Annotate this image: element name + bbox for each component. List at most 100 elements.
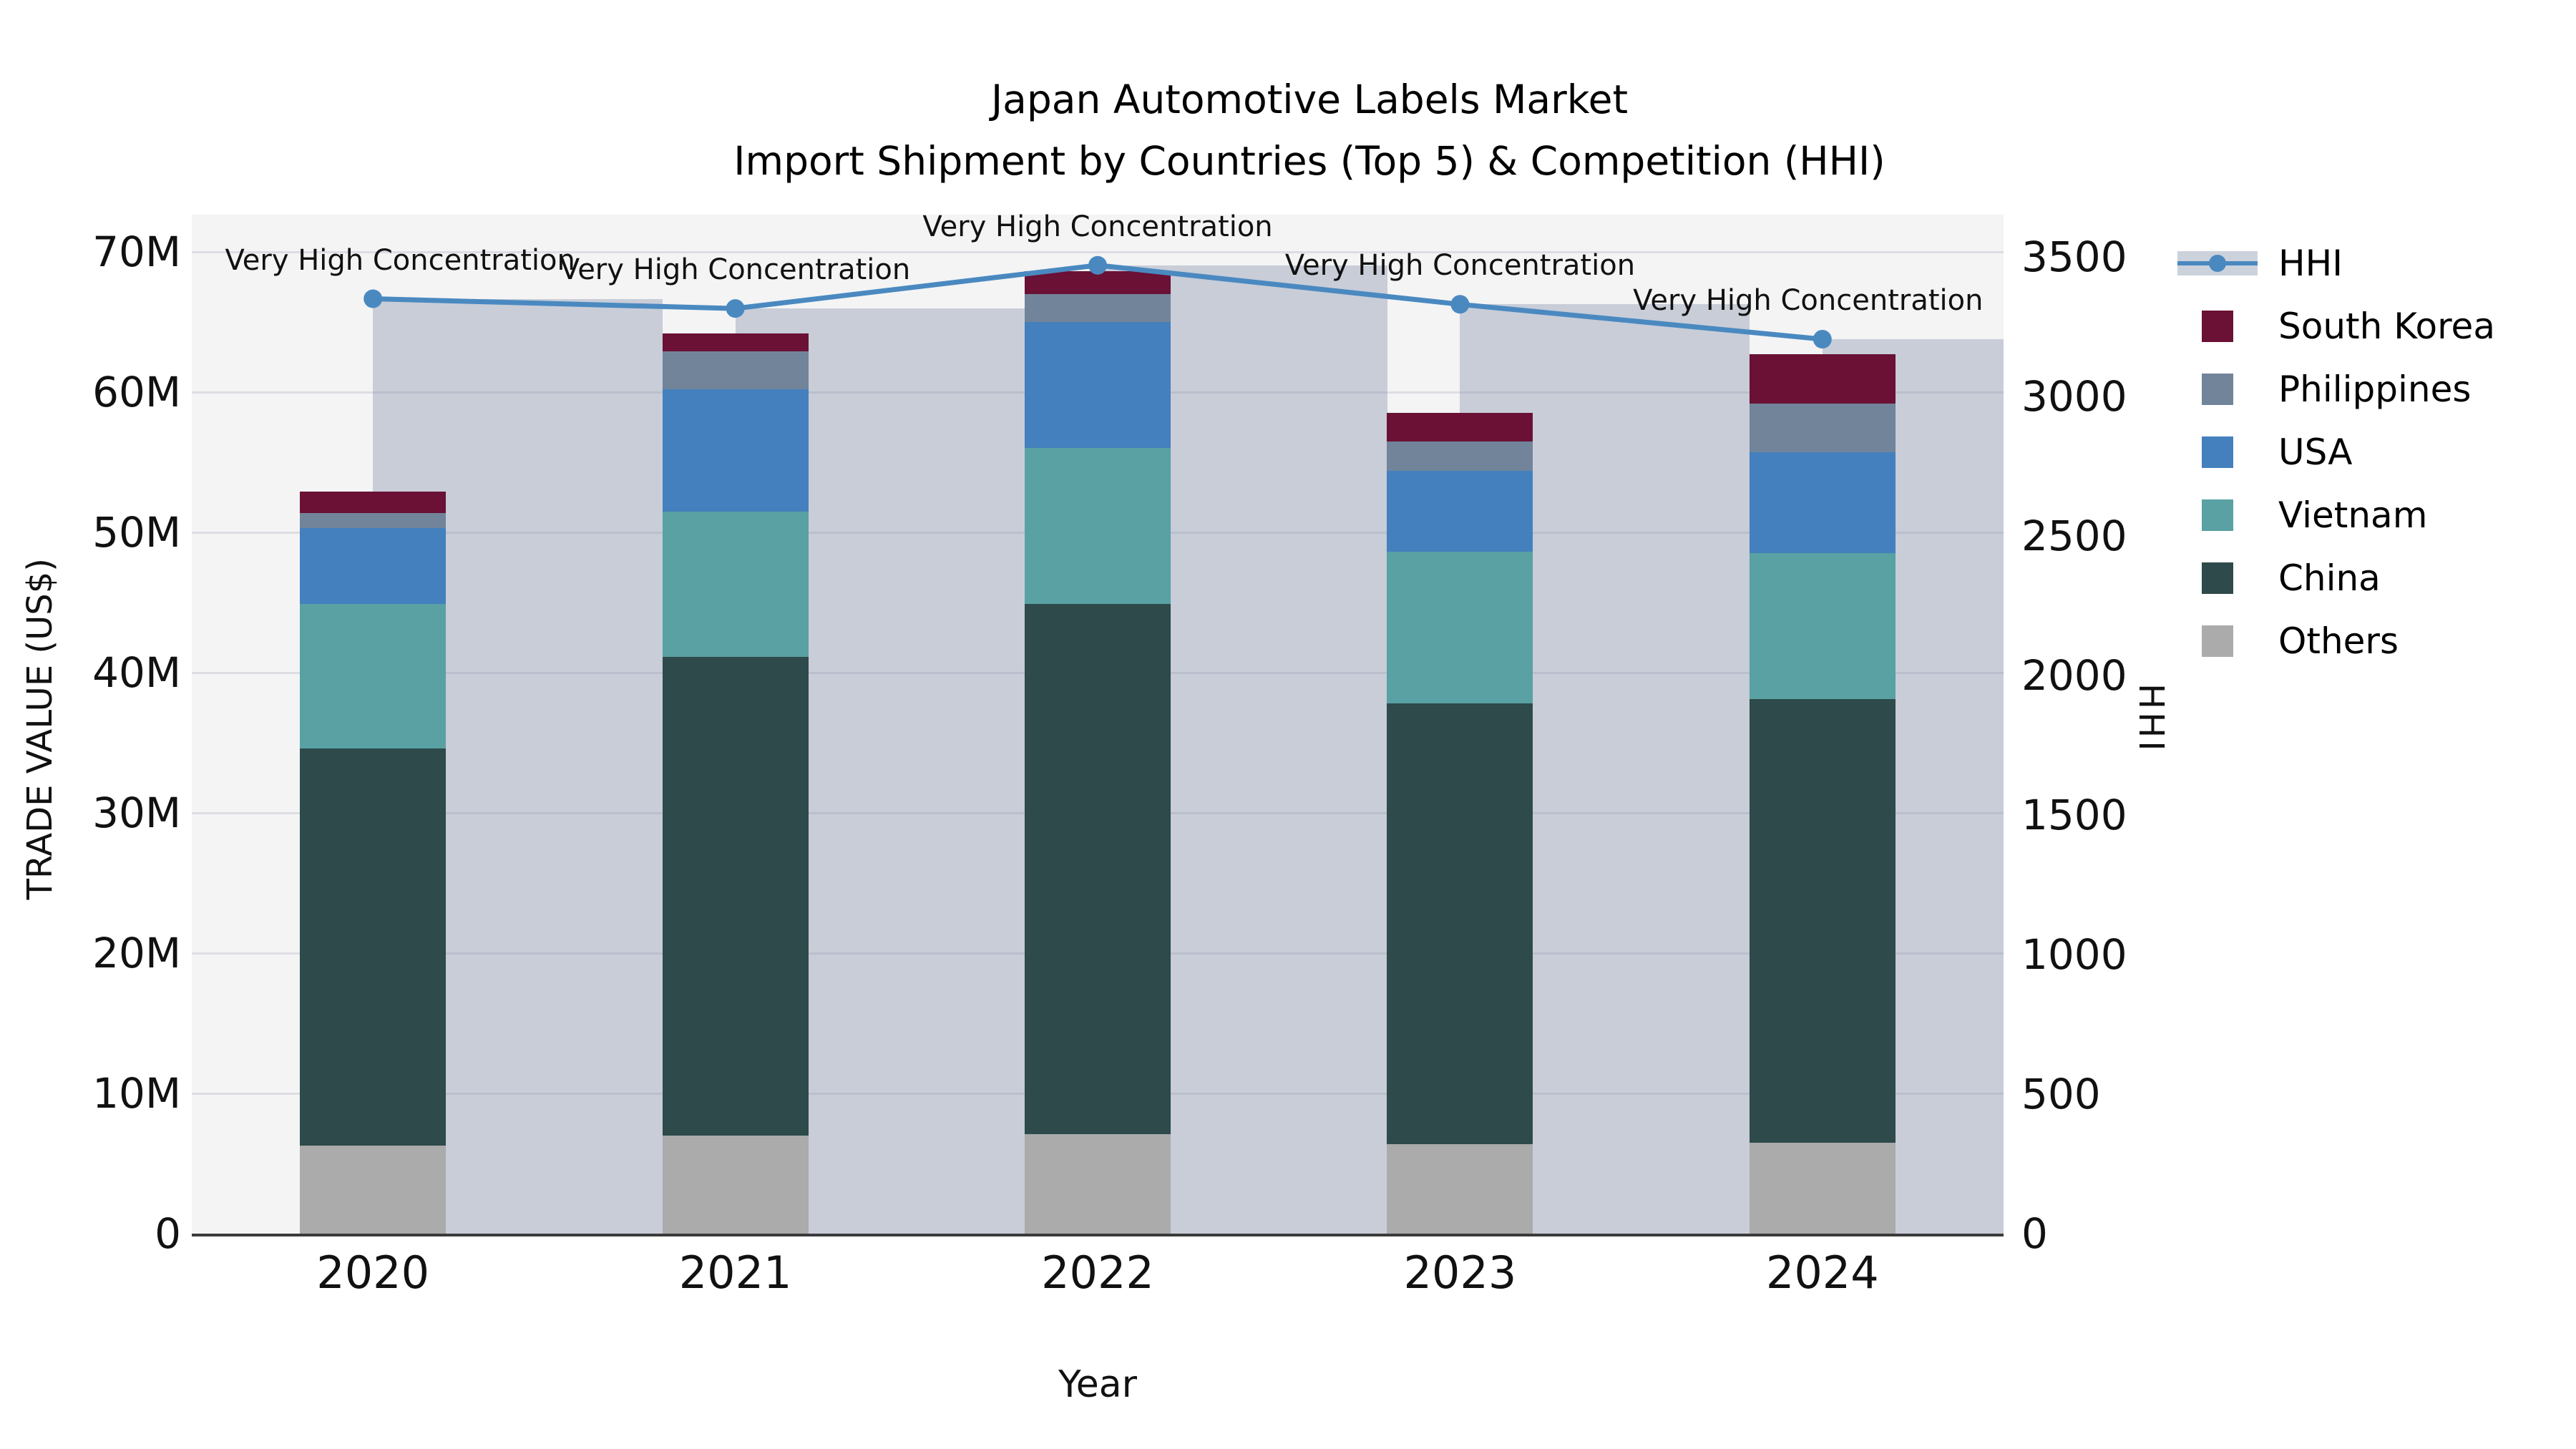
legend-item-others: Others xyxy=(2175,610,2399,673)
hhi-legend-band-icon xyxy=(2177,251,2258,275)
bar-segment-others xyxy=(1387,1143,1533,1234)
y-tick-label: 60M xyxy=(92,368,181,416)
x-tick-label: 2023 xyxy=(1403,1246,1517,1299)
hhi-marker xyxy=(1813,330,1832,349)
bar-segment-vietnam xyxy=(1387,552,1533,704)
bar-segment-philippines xyxy=(300,512,447,529)
bar-segment-others xyxy=(1025,1133,1171,1234)
legend-item-label: Vietnam xyxy=(2278,494,2428,536)
bar-segment-usa xyxy=(662,389,809,512)
y-tick-label: 0 xyxy=(155,1209,181,1258)
x-tick-label: 2021 xyxy=(678,1246,792,1299)
bar-segment-others xyxy=(300,1145,447,1234)
chart-title-line1: Japan Automotive Labels Market xyxy=(990,77,1629,122)
legend-item-hhi: HHI xyxy=(2175,232,2343,295)
legend-item-label: Others xyxy=(2278,620,2399,662)
bar-segment-usa xyxy=(1387,470,1533,552)
bar-segment-south-korea xyxy=(1749,354,1896,404)
legend-item-label: USA xyxy=(2278,431,2353,473)
y-tick-label: 70M xyxy=(92,228,181,276)
y-tick-label: 20M xyxy=(92,929,181,977)
legend-glyph-box xyxy=(2175,625,2260,657)
legend-item-label: HHI xyxy=(2278,243,2343,284)
legend-item-label: China xyxy=(2278,557,2381,599)
bar-segment-usa xyxy=(1025,322,1171,449)
legend-swatch-philippines xyxy=(2202,374,2233,405)
bar-segment-china xyxy=(1749,699,1896,1143)
legend-glyph-box xyxy=(2175,436,2260,468)
y2-tick-label: 500 xyxy=(2021,1070,2101,1118)
x-axis-title: Year xyxy=(1058,1363,1138,1406)
bar-segment-vietnam xyxy=(662,511,809,658)
bar-segment-china xyxy=(1025,603,1171,1134)
legend-swatch-south-korea xyxy=(2202,311,2233,342)
annotation-label: Very High Concentration xyxy=(1633,284,1984,318)
y-tick-label: 10M xyxy=(92,1069,181,1118)
y2-tick-label: 0 xyxy=(2021,1209,2048,1258)
bar-segment-south-korea xyxy=(1025,271,1171,294)
legend-glyph-box xyxy=(2175,562,2260,594)
left-axis-title: TRADE VALUE (US$) xyxy=(20,558,60,900)
y2-tick-label: 1000 xyxy=(2021,930,2127,979)
x-tick-label: 2024 xyxy=(1765,1246,1879,1299)
bar-segment-south-korea xyxy=(300,492,447,513)
legend-item-south-korea: South Korea xyxy=(2175,295,2495,358)
legend-glyph-box xyxy=(2175,374,2260,405)
x-tick-label: 2022 xyxy=(1041,1246,1154,1299)
legend-swatch-vietnam xyxy=(2202,499,2233,531)
legend-glyph-box xyxy=(2175,499,2260,531)
hhi-legend-marker-icon xyxy=(2209,255,2226,272)
gridline xyxy=(192,251,2004,253)
y2-tick-label: 2500 xyxy=(2021,512,2127,560)
bar-segment-south-korea xyxy=(662,333,809,352)
annotation-label: Very High Concentration xyxy=(560,253,911,287)
hhi-marker xyxy=(1088,255,1107,275)
bar-segment-vietnam xyxy=(300,603,447,748)
bar-segment-others xyxy=(662,1135,809,1234)
y2-tick-label: 3500 xyxy=(2021,233,2127,281)
bar-segment-china xyxy=(300,748,447,1146)
right-axis-title: HHI xyxy=(2131,683,2171,754)
y2-tick-label: 1500 xyxy=(2021,791,2127,839)
y-tick-label: 50M xyxy=(92,508,181,557)
legend-item-vietnam: Vietnam xyxy=(2175,484,2427,547)
bar-segment-south-korea xyxy=(1387,413,1533,441)
annotation-label: Very High Concentration xyxy=(922,210,1273,243)
bar-segment-vietnam xyxy=(1025,448,1171,604)
legend-glyph-box xyxy=(2175,311,2260,342)
bar-segment-philippines xyxy=(1387,441,1533,471)
y2-tick-label: 2000 xyxy=(2021,651,2127,700)
y-tick-label: 40M xyxy=(92,648,181,697)
bar-segment-philippines xyxy=(662,351,809,390)
legend-item-usa: USA xyxy=(2175,421,2352,484)
legend-item-china: China xyxy=(2175,547,2381,610)
bar-segment-china xyxy=(662,657,809,1136)
bar-segment-usa xyxy=(1749,452,1896,554)
bar-segment-vietnam xyxy=(1749,553,1896,700)
bar-segment-philippines xyxy=(1025,293,1171,322)
hhi-marker xyxy=(364,289,383,308)
legend-swatch-china xyxy=(2202,562,2233,594)
y-tick-label: 30M xyxy=(92,789,181,837)
chart-title: Japan Automotive Labels Market Import Shi… xyxy=(0,69,2576,192)
x-tick-label: 2020 xyxy=(316,1246,430,1299)
bar-segment-philippines xyxy=(1749,403,1896,453)
legend-glyph-box xyxy=(2175,251,2260,275)
bar-segment-usa xyxy=(300,528,447,604)
legend-swatch-others xyxy=(2202,625,2233,657)
legend-swatch-usa xyxy=(2202,436,2233,468)
chart-title-line2: Import Shipment by Countries (Top 5) & C… xyxy=(733,138,1885,184)
hhi-marker xyxy=(726,299,745,318)
legend-item-label: South Korea xyxy=(2278,306,2495,347)
bar-segment-others xyxy=(1749,1142,1896,1234)
annotation-label: Very High Concentration xyxy=(1284,249,1636,283)
annotation-label: Very High Concentration xyxy=(225,243,575,277)
legend-item-philippines: Philippines xyxy=(2175,358,2471,421)
bar-segment-china xyxy=(1387,703,1533,1144)
hhi-line-layer xyxy=(364,255,1832,349)
hhi-marker xyxy=(1450,295,1470,314)
legend-item-label: Philippines xyxy=(2278,369,2472,410)
y2-tick-label: 3000 xyxy=(2021,372,2127,421)
plot-area: Very High Concentration Very High Concent… xyxy=(192,211,2004,1236)
